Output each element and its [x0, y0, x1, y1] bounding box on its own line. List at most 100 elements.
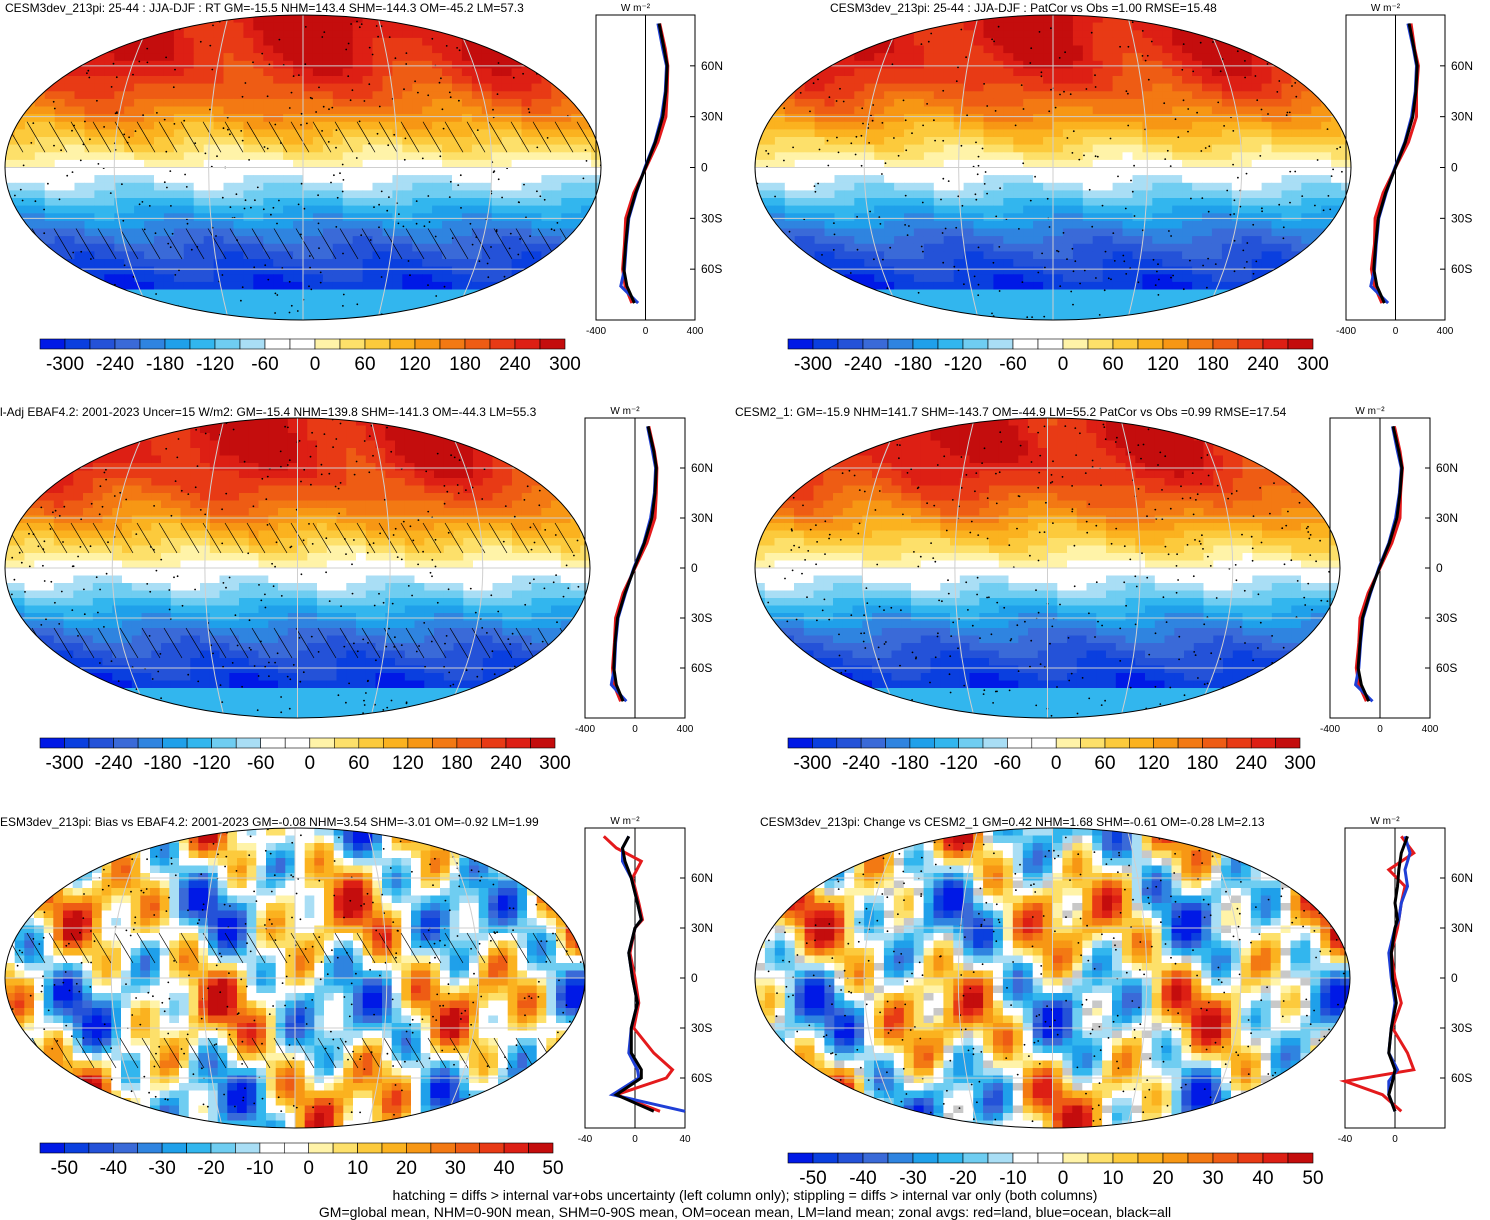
profile-lat-label: 30S — [1436, 611, 1457, 625]
colorbar-label: 120 — [392, 753, 424, 774]
profile-lat-label: 0 — [1436, 561, 1443, 575]
colorbar-box — [1162, 338, 1189, 350]
colorbar-label: -240 — [844, 354, 882, 375]
colorbar-label: 20 — [1152, 1168, 1173, 1189]
colorbar-label: 10 — [1102, 1168, 1123, 1189]
zonal-profile: -400 0 400 60N 30N 0 30S 60S W m⁻² — [1320, 406, 1458, 735]
colorbar-box — [912, 1152, 939, 1164]
colorbar-box — [1275, 737, 1301, 749]
colorbar-box — [912, 338, 939, 350]
colorbar-box — [1007, 737, 1033, 749]
colorbar-box — [264, 338, 291, 350]
colorbar-box — [812, 338, 839, 350]
colorbar-label: 300 — [549, 354, 581, 375]
colorbar: -50 -40 -30 -20 -10 0 10 20 30 40 50 — [39, 1142, 564, 1179]
profile-line-all — [1387, 835, 1409, 1112]
profile-lat-label: 60S — [691, 1071, 712, 1085]
colorbar-label: 240 — [499, 354, 531, 375]
colorbar-box — [137, 1142, 163, 1154]
colorbar-box — [358, 737, 384, 749]
colorbar-box — [1037, 338, 1064, 350]
colorbar-label: 50 — [1302, 1168, 1323, 1189]
colorbar-label: 120 — [1147, 354, 1179, 375]
profile-lat-label: 0 — [691, 971, 698, 985]
colorbar-label: 120 — [1138, 753, 1170, 774]
colorbar-label: 30 — [1202, 1168, 1223, 1189]
colorbar-box — [962, 1152, 989, 1164]
colorbar-label: 240 — [1235, 753, 1267, 774]
zonal-profile: -400 0 400 60N 30N 0 30S 60S W m⁻² — [1336, 3, 1473, 337]
profile-units: W m⁻² — [610, 406, 640, 417]
colorbar-box — [1087, 1152, 1114, 1164]
profile-lat-label: 30S — [691, 611, 712, 625]
panel-title: CESM2_1: GM=-15.9 NHM=141.7 SHM=-143.7 O… — [735, 405, 1287, 419]
colorbar-box — [439, 338, 466, 350]
profile-line-all — [1372, 23, 1419, 304]
panel-5: ESM3dev_213pi: Bias vs EBAF4.2: 2001-202… — [0, 815, 713, 1179]
colorbar-box — [1262, 338, 1289, 350]
profile-lat-label: 60S — [1436, 661, 1457, 675]
profile-lat-label: 60S — [1451, 262, 1472, 276]
profile-x-tick: 0 — [1377, 724, 1383, 735]
profile-x-tick: -40 — [1338, 1134, 1353, 1145]
zonal-profile: -400 0 400 60N 30N 0 30S 60S W m⁻² — [575, 406, 713, 735]
colorbar-box — [189, 338, 216, 350]
colorbar-label: -120 — [944, 354, 982, 375]
profile-lat-label: 60N — [691, 871, 713, 885]
colorbar-box — [962, 338, 989, 350]
colorbar-box — [1137, 338, 1164, 350]
map-frame — [4, 417, 591, 719]
map-field — [5, 418, 590, 718]
colorbar-box — [887, 338, 914, 350]
profile-x-tick: 400 — [1437, 326, 1454, 337]
profile-units: W m⁻² — [610, 816, 640, 827]
colorbar-box — [406, 1142, 432, 1154]
colorbar-box — [1137, 1152, 1164, 1164]
profile-lat-label: 0 — [1451, 161, 1458, 175]
colorbar-label: 40 — [1252, 1168, 1273, 1189]
colorbar: -300 -240 -180 -120 -60 0 60 120 180 240 300 — [39, 338, 581, 375]
profile-x-tick: 400 — [677, 724, 694, 735]
colorbar-box — [958, 737, 984, 749]
colorbar-box — [503, 1142, 529, 1154]
colorbar-box — [1062, 338, 1089, 350]
colorbar-label: -120 — [193, 753, 231, 774]
colorbar-box — [214, 338, 241, 350]
colorbar-label: -40 — [100, 1158, 127, 1179]
zonal-profile: -40 0 60N 30N 0 30S 60S W m⁻² — [1338, 816, 1473, 1145]
colorbar-label: 120 — [399, 354, 431, 375]
colorbar-box — [164, 338, 191, 350]
panel-title: CESM3dev_213pi: 25-44 : JJA-DJF : RT GM=… — [5, 1, 524, 15]
profile-lat-label: 30N — [691, 511, 713, 525]
colorbar-label: 10 — [347, 1158, 368, 1179]
colorbar-label: 180 — [1197, 354, 1229, 375]
colorbar-label: -180 — [894, 354, 932, 375]
colorbar-box — [333, 737, 360, 749]
profile-x-tick: 40 — [679, 1134, 691, 1145]
colorbar-box — [88, 737, 114, 749]
colorbar-box — [481, 737, 507, 749]
colorbar-box — [1212, 338, 1239, 350]
colorbar-box — [64, 338, 91, 350]
colorbar-box — [1187, 338, 1214, 350]
map-field — [5, 15, 601, 320]
colorbar-label: -10 — [999, 1168, 1026, 1189]
colorbar-box — [381, 1142, 407, 1154]
colorbar-box — [210, 1142, 236, 1154]
profile-lat-label: 60N — [1451, 871, 1473, 885]
colorbar-label: -20 — [949, 1168, 976, 1189]
profile-line-all — [1356, 425, 1404, 702]
profile-x-tick: 0 — [632, 1134, 638, 1145]
colorbar-box — [1250, 737, 1276, 749]
profile-x-tick: 400 — [687, 326, 704, 337]
colorbar-box — [139, 338, 166, 350]
colorbar-box — [885, 737, 911, 749]
profile-units: W m⁻² — [1355, 406, 1385, 417]
profile-x-tick: -400 — [1336, 326, 1356, 337]
colorbar-box — [186, 1142, 212, 1154]
panel-title: CESM3dev_213pi: 25-44 : JJA-DJF : PatCor… — [830, 1, 1217, 15]
colorbar-box — [1129, 737, 1155, 749]
colorbar-label: 180 — [441, 753, 473, 774]
colorbar-label: 40 — [494, 1158, 515, 1179]
colorbar-box — [39, 338, 66, 350]
